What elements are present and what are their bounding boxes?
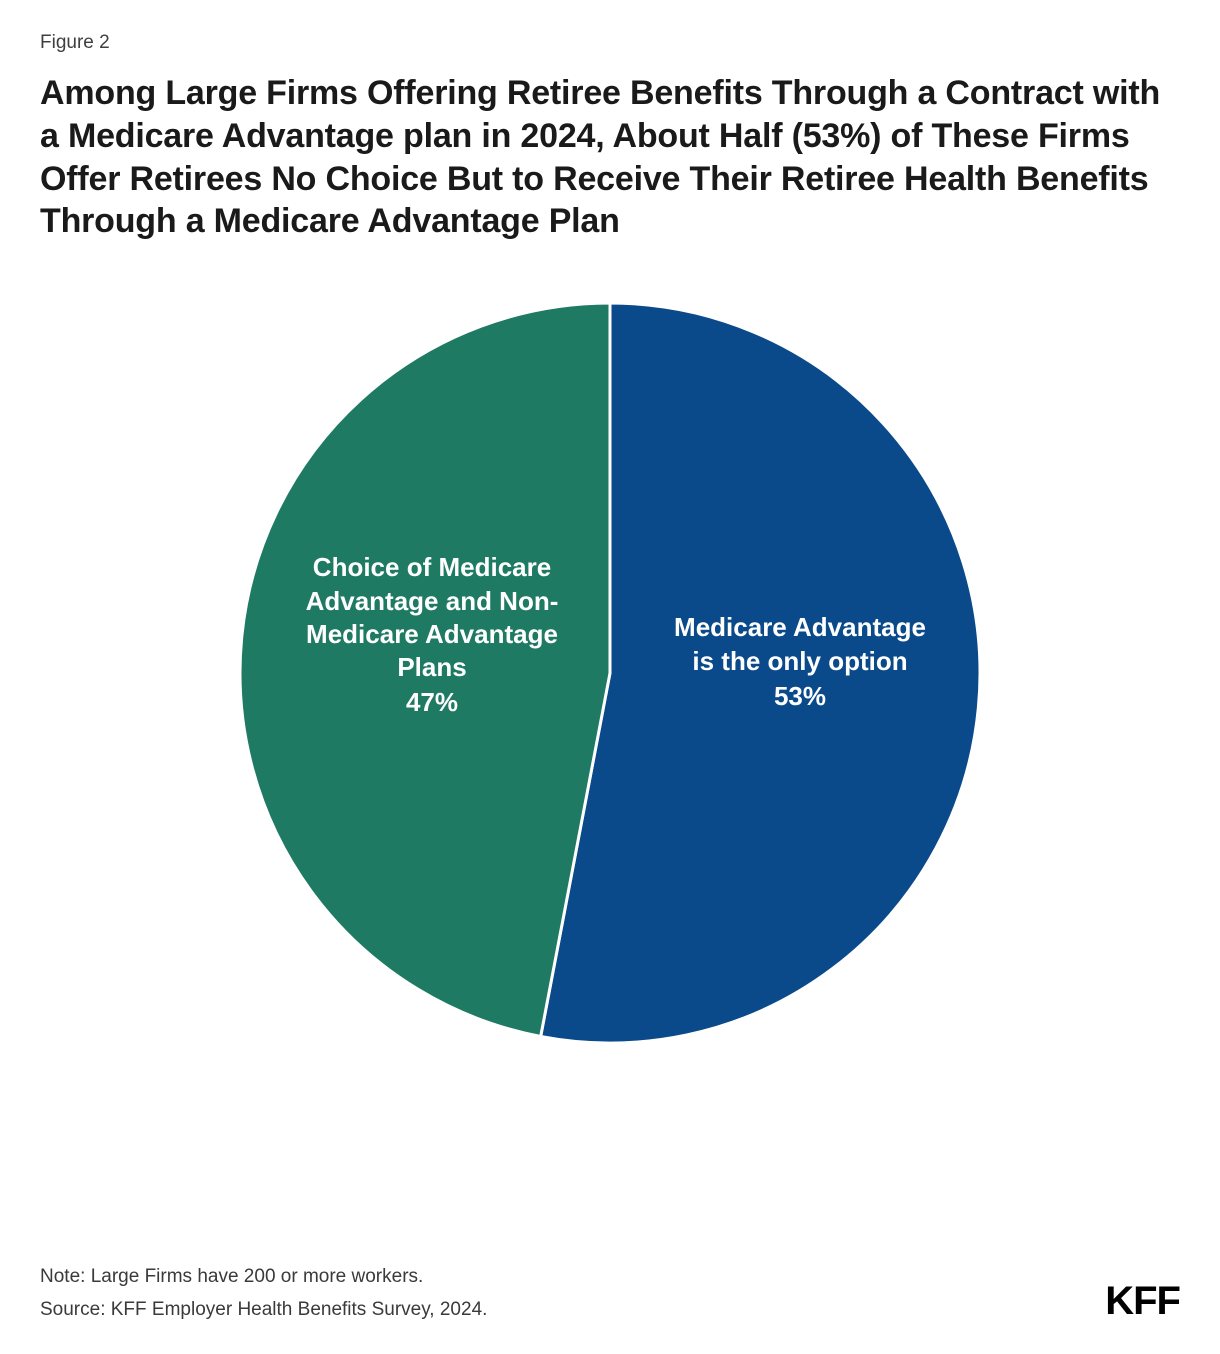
pie-chart: Medicare Advantage is the only option 53… xyxy=(240,303,980,1043)
pie-svg xyxy=(240,303,980,1043)
source-line: Source: KFF Employer Health Benefits Sur… xyxy=(40,1294,1180,1326)
footnote: Note: Large Firms have 200 or more worke… xyxy=(40,1261,1180,1293)
figure-label: Figure 2 xyxy=(40,32,1180,54)
chart-footer: Note: Large Firms have 200 or more worke… xyxy=(40,1261,1180,1326)
kff-logo: KFF xyxy=(1105,1279,1180,1324)
chart-title: Among Large Firms Offering Retiree Benef… xyxy=(40,72,1180,243)
pie-slice-choice xyxy=(240,303,610,1036)
chart-area: Medicare Advantage is the only option 53… xyxy=(40,303,1180,1043)
